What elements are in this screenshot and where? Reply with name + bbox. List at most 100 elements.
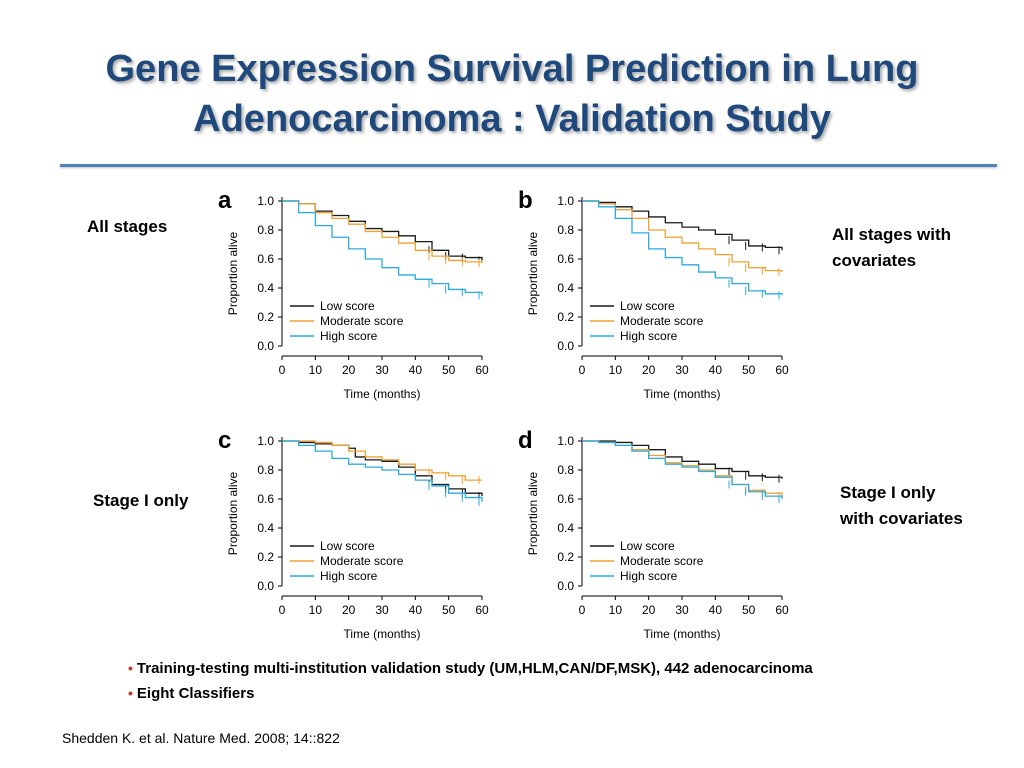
x-tick-label: 40: [409, 363, 423, 377]
legend-entry: High score: [620, 329, 678, 343]
chart-panel-d: d 0.0 0.2 0.4 0.6 0.8 1.0 0 10 20 30 40 50 60 Time (mo…: [518, 427, 789, 641]
legend-entry: High score: [320, 329, 378, 343]
x-tick-label: 0: [579, 363, 586, 377]
series-line-1: [282, 440, 482, 481]
y-tick-label: 0.4: [257, 521, 274, 535]
bullet-item: • Eight Classifiers: [128, 681, 1008, 706]
y-tick-label: 0.8: [557, 223, 574, 237]
y-tick-label: 0.4: [557, 521, 574, 535]
x-tick-label: 20: [342, 363, 356, 377]
series-line-2: [582, 200, 783, 296]
series-line-0: [282, 200, 483, 261]
x-tick-label: 50: [442, 363, 456, 377]
x-tick-label: 60: [475, 603, 489, 617]
label-all-stages-covariates: All stages with covariates: [832, 222, 951, 274]
y-axis-label: Proportion alive: [526, 471, 540, 555]
label-b-line-2: covariates: [832, 251, 917, 270]
label-d-line-1: Stage I only: [840, 483, 936, 502]
legend-entry: Low score: [620, 299, 675, 313]
panel-letter: c: [218, 427, 231, 454]
x-tick-label: 10: [609, 363, 623, 377]
x-tick-label: 10: [309, 363, 323, 377]
y-tick-label: 0.2: [257, 310, 274, 324]
y-tick-label: 0.0: [257, 579, 274, 593]
chart-panel-a: a 0.0 0.2 0.4 0.6 0.8 1.0 0 10 20 30 40 50 60 Time (mo…: [218, 187, 489, 401]
x-tick-label: 30: [375, 603, 389, 617]
x-axis-label: Time (months): [644, 387, 721, 401]
series-line-2: [582, 440, 783, 499]
y-tick-label: 0.8: [257, 223, 274, 237]
series-line-1: [582, 440, 783, 497]
slide-title-line-1: Gene Expression Survival Prediction in L…: [105, 48, 919, 90]
series-line-2: [282, 440, 483, 502]
bullet-text: Eight Classifiers: [136, 685, 255, 702]
y-tick-label: 0.6: [557, 492, 574, 506]
bullet-list: • Training-testing multi-institution val…: [128, 656, 1008, 706]
y-tick-label: 1.0: [257, 434, 274, 448]
chart-panel-c: c 0.0 0.2 0.4 0.6 0.8 1.0 0 10 20 30 40 50 60 Time (mo…: [218, 427, 489, 641]
x-tick-label: 40: [709, 363, 723, 377]
x-tick-label: 60: [775, 603, 789, 617]
legend-entry: Low score: [320, 539, 375, 553]
x-axis-label: Time (months): [344, 387, 421, 401]
y-tick-label: 0.6: [257, 252, 274, 266]
legend-entry: Moderate score: [620, 314, 704, 328]
y-axis-label: Proportion alive: [526, 231, 540, 315]
legend-entry: High score: [320, 569, 378, 583]
title-divider: [60, 164, 997, 167]
y-tick-label: 0.6: [257, 492, 274, 506]
y-tick-label: 0.2: [257, 550, 274, 564]
x-tick-label: 0: [579, 603, 586, 617]
y-tick-label: 0.0: [557, 579, 574, 593]
series-line-1: [282, 200, 483, 264]
y-tick-label: 0.8: [557, 463, 574, 477]
y-tick-label: 0.2: [557, 550, 574, 564]
slide-title-line-2: Adenocarcinoma : Validation Study: [193, 98, 831, 140]
x-tick-label: 30: [675, 363, 689, 377]
y-tick-label: 0.6: [557, 252, 574, 266]
label-d-line-2: with covariates: [840, 509, 963, 528]
y-tick-label: 1.0: [257, 194, 274, 208]
legend-entry: Low score: [320, 299, 375, 313]
panel-letter: a: [218, 187, 232, 214]
y-tick-label: 0.2: [557, 310, 574, 324]
citation: Shedden K. et al. Nature Med. 2008; 14::…: [62, 730, 340, 746]
x-tick-label: 50: [742, 363, 756, 377]
legend-entry: Moderate score: [320, 314, 404, 328]
label-a-line-1: All stages: [87, 217, 168, 236]
y-axis-label: Proportion alive: [226, 471, 240, 555]
y-tick-label: 0.0: [257, 339, 274, 353]
x-tick-label: 30: [375, 363, 389, 377]
x-tick-label: 10: [309, 603, 323, 617]
y-tick-label: 1.0: [557, 194, 574, 208]
series-line-2: [282, 200, 483, 296]
x-tick-label: 0: [279, 603, 286, 617]
y-axis-label: Proportion alive: [226, 231, 240, 315]
bullet-text: Training-testing multi-institution valid…: [136, 660, 813, 677]
label-stage-i-covariates: Stage I only with covariates: [840, 480, 963, 532]
y-tick-label: 0.8: [257, 463, 274, 477]
x-tick-label: 60: [475, 363, 489, 377]
x-tick-label: 40: [709, 603, 723, 617]
bullet-dot-icon: •: [128, 685, 133, 701]
x-tick-label: 10: [609, 603, 623, 617]
series-line-0: [582, 440, 783, 479]
y-tick-label: 0.4: [557, 281, 574, 295]
x-tick-label: 40: [409, 603, 423, 617]
x-tick-label: 60: [775, 363, 789, 377]
legend-entry: Moderate score: [320, 554, 404, 568]
x-axis-label: Time (months): [344, 627, 421, 641]
x-tick-label: 0: [279, 363, 286, 377]
x-tick-label: 20: [642, 363, 656, 377]
legend-entry: High score: [620, 569, 678, 583]
legend-entry: Low score: [620, 539, 675, 553]
label-b-line-1: All stages with: [832, 225, 952, 244]
slide-title: Gene Expression Survival Prediction in L…: [0, 44, 1024, 144]
label-all-stages: All stages: [87, 214, 167, 240]
x-axis-label: Time (months): [644, 627, 721, 641]
legend-entry: Moderate score: [620, 554, 704, 568]
label-c-line-1: Stage I only: [93, 491, 189, 510]
x-tick-label: 20: [642, 603, 656, 617]
y-tick-label: 1.0: [557, 434, 574, 448]
x-tick-label: 50: [442, 603, 456, 617]
